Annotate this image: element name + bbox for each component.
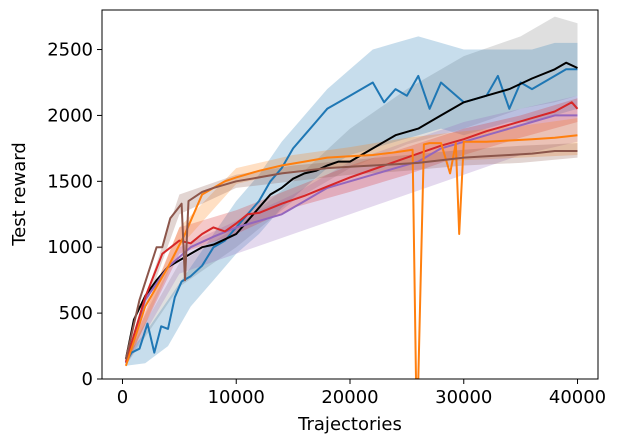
y-axis-label: Test reward	[9, 142, 30, 247]
x-tick-label: 40000	[549, 387, 606, 408]
y-tick-label: 1000	[47, 237, 93, 258]
y-tick-label: 2500	[47, 40, 93, 61]
y-tick-label: 0	[82, 369, 93, 390]
series-line-red	[124, 101, 579, 363]
band-blue	[125, 36, 578, 366]
series-lines	[124, 61, 579, 379]
x-tick-label: 10000	[208, 387, 265, 408]
series-line-orange	[124, 134, 578, 379]
series-line-brown	[124, 150, 578, 360]
y-axis: 0 500 1000 1500 2000 2500	[47, 40, 102, 390]
series-line-purple	[124, 114, 578, 364]
band-purple	[125, 95, 578, 366]
x-tick-label: 20000	[321, 387, 378, 408]
plot-area	[101, 9, 599, 380]
x-axis: 0 10000 20000 30000 40000	[117, 379, 606, 408]
x-axis-label: Trajectories	[297, 414, 402, 435]
y-tick-label: 500	[59, 303, 93, 324]
x-tick-label: 30000	[435, 387, 492, 408]
y-tick-label: 1500	[47, 171, 93, 192]
series-line-black	[124, 61, 578, 360]
y-tick-label: 2000	[47, 105, 93, 126]
x-tick-label: 0	[117, 387, 128, 408]
series-line-blue	[125, 68, 578, 363]
band-red	[125, 98, 578, 365]
